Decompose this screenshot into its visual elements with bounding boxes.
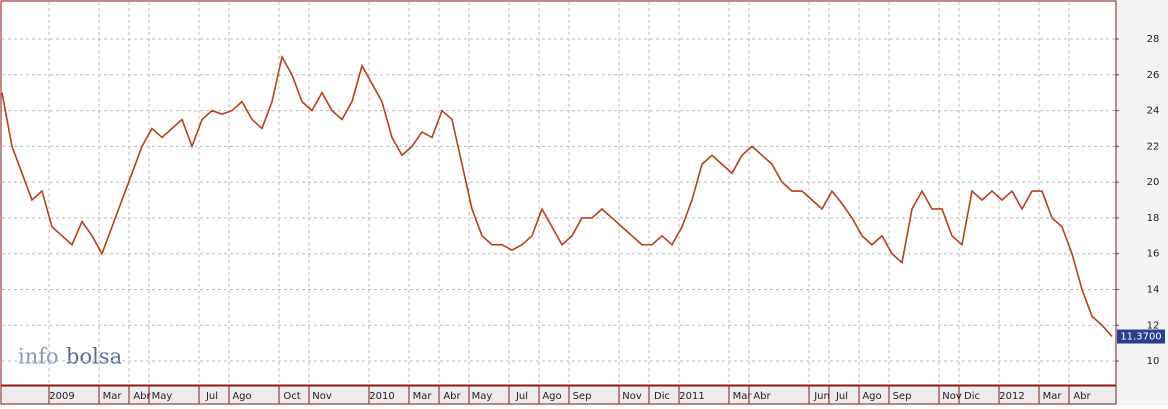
plot-area — [0, 0, 1117, 386]
x-tick-label: 2012 — [999, 391, 1024, 402]
y-tick-label: 18 — [1147, 213, 1160, 224]
x-tick-label: Mar — [733, 391, 753, 402]
x-tick-label: 2010 — [369, 391, 394, 402]
x-tick-label: Dic — [964, 391, 980, 402]
x-tick-label: Abr — [443, 391, 461, 402]
current-price-box — [1117, 329, 1165, 344]
watermark-light: info — [18, 345, 59, 369]
x-tick-label: 2011 — [679, 391, 704, 402]
x-tick-label: May — [472, 391, 493, 402]
y-tick-label: 12 — [1147, 320, 1160, 331]
x-tick-label: Ago — [862, 391, 881, 402]
x-tick-label: Oct — [283, 391, 300, 402]
watermark-bold: bolsa — [66, 345, 122, 369]
x-tick-label: Ago — [542, 391, 561, 402]
x-tick-label: Nov — [622, 391, 642, 402]
y-tick-label: 20 — [1147, 177, 1160, 188]
x-tick-label: Jul — [205, 391, 218, 402]
price-line — [1, 54, 1113, 338]
y-tick-label: 24 — [1147, 106, 1160, 117]
y-tick-label: 10 — [1147, 356, 1160, 367]
x-tick-label: Mar — [103, 391, 123, 402]
x-tick-label: Ago — [232, 391, 251, 402]
x-tick-label: May — [152, 391, 173, 402]
x-tick-label: Sep — [573, 391, 592, 402]
x-tick-label: Dic — [654, 391, 670, 402]
x-tick-label: Abr — [753, 391, 771, 402]
x-tick-label: Sep — [893, 391, 912, 402]
x-tick-label: Jun — [813, 391, 830, 402]
y-tick-label: 26 — [1147, 70, 1160, 81]
y-tick-label: 16 — [1147, 249, 1160, 260]
x-tick-label: Mar — [1043, 391, 1063, 402]
x-tick-label: Nov — [312, 391, 332, 402]
x-tick-label: Jul — [515, 391, 528, 402]
y-tick-label: 14 — [1147, 284, 1160, 295]
x-tick-label: Abr — [133, 391, 151, 402]
x-tick-label: Abr — [1073, 391, 1091, 402]
current-price-label: 11.3700 — [1120, 332, 1161, 343]
y-tick-label: 22 — [1147, 141, 1160, 152]
x-tick-label: Mar — [413, 391, 433, 402]
x-tick-label: Jul — [835, 391, 848, 402]
x-axis-strip — [0, 385, 1117, 405]
x-tick-label: Nov — [942, 391, 962, 402]
x-tick-label: 2009 — [49, 391, 74, 402]
y-tick-label: 28 — [1147, 34, 1160, 45]
